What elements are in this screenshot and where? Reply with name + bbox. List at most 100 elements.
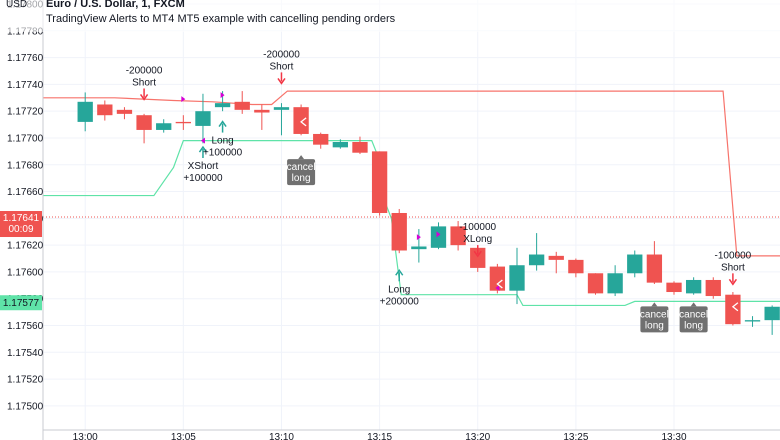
chart-subtitle: TradingView Alerts to MT4 MT5 example wi… xyxy=(46,13,396,25)
trade-signal: XShort+100000 xyxy=(183,145,223,184)
reference-lines xyxy=(43,90,780,307)
candle-body xyxy=(666,282,682,293)
candle xyxy=(234,91,250,114)
candle xyxy=(764,305,780,335)
chart-title: Euro / U.S. Dollar, 1, FXCM xyxy=(46,0,185,10)
candle xyxy=(744,316,761,327)
candle xyxy=(685,277,702,295)
candle xyxy=(156,119,172,133)
signal-label: Long xyxy=(211,136,233,147)
label-text: cancel xyxy=(679,309,708,320)
signal-label: +200000 xyxy=(380,296,420,307)
trade-signal: Long+100000 xyxy=(203,120,243,159)
lower-level-line xyxy=(43,140,780,307)
signal-label: -100000 xyxy=(715,250,752,261)
arrow-head-icon xyxy=(277,77,286,85)
candle xyxy=(116,107,133,120)
label-box xyxy=(287,159,316,186)
candle-body xyxy=(509,265,525,291)
signal-label: Short xyxy=(270,61,294,72)
time-axis[interactable]: 13:00 13:05 13:10 13:15 13:20 13:25 13:30 xyxy=(43,429,780,440)
last-price-badge-bg xyxy=(0,211,42,238)
signal-label: Short xyxy=(721,262,745,273)
candle-body xyxy=(156,123,172,130)
time-tick-label: 13:10 xyxy=(269,432,294,440)
price-tick-label: 1.17520 xyxy=(7,375,44,386)
candle xyxy=(371,151,388,216)
candle-body xyxy=(548,255,564,260)
signal-label: XLong xyxy=(463,234,492,245)
candle-body xyxy=(470,247,486,268)
candle-body xyxy=(764,306,780,321)
candle-body xyxy=(705,279,721,297)
grid xyxy=(43,0,780,430)
execution-flag-icon xyxy=(495,285,500,292)
candle-body xyxy=(568,259,584,274)
header-bg xyxy=(0,0,780,32)
candle xyxy=(175,115,191,130)
candle-body xyxy=(273,107,290,110)
price-tick-label: 1.17680 xyxy=(7,160,44,171)
signal-label: Long xyxy=(388,284,410,295)
candle-body xyxy=(254,109,270,113)
label-pointer xyxy=(298,155,305,160)
candle-body xyxy=(685,279,702,294)
price-tick-label: 1.17740 xyxy=(7,80,44,91)
candle-body xyxy=(411,246,427,250)
candle-body xyxy=(489,266,506,291)
candle-body xyxy=(607,273,623,294)
candle-body xyxy=(430,226,447,248)
candle xyxy=(666,281,682,295)
candle-body xyxy=(744,320,761,322)
price-tick-label: 1.17500 xyxy=(7,401,44,412)
pending-order-icon xyxy=(496,279,503,289)
price-tick-label: 1.17760 xyxy=(7,53,44,64)
price-tick-label: 1.17620 xyxy=(7,241,44,252)
upper-level-line xyxy=(43,90,780,257)
countdown-timer: 00:09 xyxy=(8,224,33,235)
candle-body xyxy=(293,107,309,134)
candle-body xyxy=(587,273,604,294)
candle xyxy=(352,136,368,155)
time-tick-label: 13:05 xyxy=(171,432,196,440)
execution-flag-icon xyxy=(220,92,225,99)
candle-body xyxy=(371,151,388,213)
candle-body xyxy=(97,104,113,116)
candle xyxy=(528,233,545,271)
execution-flag-icon xyxy=(181,96,186,103)
trade-signal: Long+200000 xyxy=(380,268,420,307)
candle xyxy=(97,100,113,121)
candle-body xyxy=(646,254,663,283)
lower-line-value: 1.17577 xyxy=(3,298,40,309)
label-text: long xyxy=(292,173,311,184)
candle xyxy=(646,241,663,284)
candle-body xyxy=(450,226,466,246)
candle xyxy=(607,265,623,297)
signal-label: XShort xyxy=(188,161,219,172)
label-text: cancel xyxy=(287,162,316,173)
candles xyxy=(77,91,780,335)
candle xyxy=(273,103,290,136)
candle-body xyxy=(234,101,250,110)
candle-body xyxy=(77,101,93,122)
candle xyxy=(568,258,584,278)
label-box xyxy=(640,306,669,333)
candle-body xyxy=(175,121,191,124)
candle xyxy=(587,273,604,295)
arrow-head-icon xyxy=(218,120,227,127)
signal-label: Short xyxy=(132,77,156,88)
pending-order-icon xyxy=(300,117,307,127)
candle xyxy=(313,132,329,149)
label-text: long xyxy=(684,320,703,331)
price-tick-label: 1.17600 xyxy=(7,267,44,278)
label-text: long xyxy=(645,320,664,331)
candle xyxy=(254,104,270,130)
